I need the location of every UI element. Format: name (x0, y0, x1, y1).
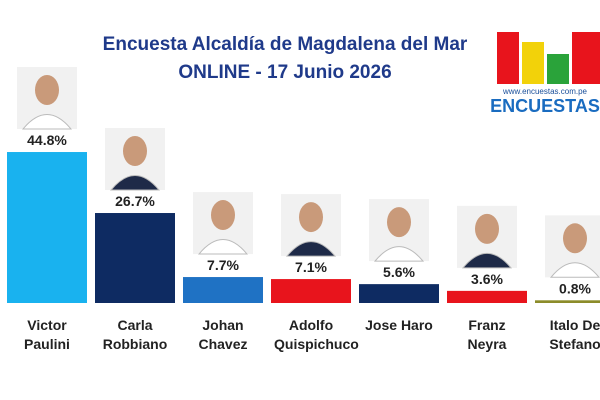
value-label: 5.6% (383, 264, 415, 280)
logo: www.encuestas.com.pe ENCUESTAS (490, 32, 600, 116)
photo-head (123, 136, 147, 167)
candidate-photo (281, 194, 341, 257)
value-label: 0.8% (559, 280, 591, 296)
logo-name: ENCUESTAS (490, 96, 600, 116)
x-tick-label: Franz Neyra (467, 317, 507, 352)
photo-body (373, 246, 425, 262)
photo-head (299, 202, 323, 233)
candidate-photo (457, 205, 517, 269)
x-tick-label: Italo De Stefano (549, 317, 600, 352)
photo-head (211, 200, 235, 231)
x-tick-label: Victor Paulini (24, 317, 70, 352)
photo-body (109, 175, 161, 191)
photo-body (197, 239, 249, 255)
photo-body (285, 241, 337, 257)
photo-head (475, 213, 499, 244)
value-label: 7.7% (207, 257, 239, 273)
photo-body (461, 253, 513, 269)
candidate-photo (17, 67, 77, 130)
photo-body (21, 114, 73, 130)
bar (7, 152, 87, 303)
bar (271, 279, 351, 303)
photo-head (35, 75, 59, 106)
x-tick-label: Carla Robbiano (102, 317, 168, 352)
value-label: 26.7% (115, 193, 155, 209)
bar (183, 277, 263, 303)
chart-title: Encuesta Alcaldía de Magdalena del Mar (103, 34, 468, 55)
photo-body (549, 262, 600, 278)
bar (447, 290, 527, 303)
candidate-photo (545, 215, 600, 278)
x-tick-label: Johan Chavez (198, 317, 248, 352)
logo-url: www.encuestas.com.pe (502, 87, 588, 96)
candidate-photo (369, 199, 429, 262)
x-tick-label: Jose Haro (365, 317, 433, 333)
photo-head (563, 223, 587, 254)
value-label: 3.6% (471, 271, 503, 287)
bar (535, 300, 600, 303)
value-label: 7.1% (295, 259, 327, 275)
candidate-photo (193, 192, 253, 255)
photo-head (387, 207, 411, 238)
bar (359, 284, 439, 303)
candidate-photo (105, 128, 165, 191)
chart-subtitle: ONLINE - 17 Junio 2026 (178, 62, 391, 83)
value-label: 44.8% (27, 132, 67, 148)
bar (95, 213, 175, 303)
x-tick-label: Adolfo Quispichuco (274, 317, 359, 352)
